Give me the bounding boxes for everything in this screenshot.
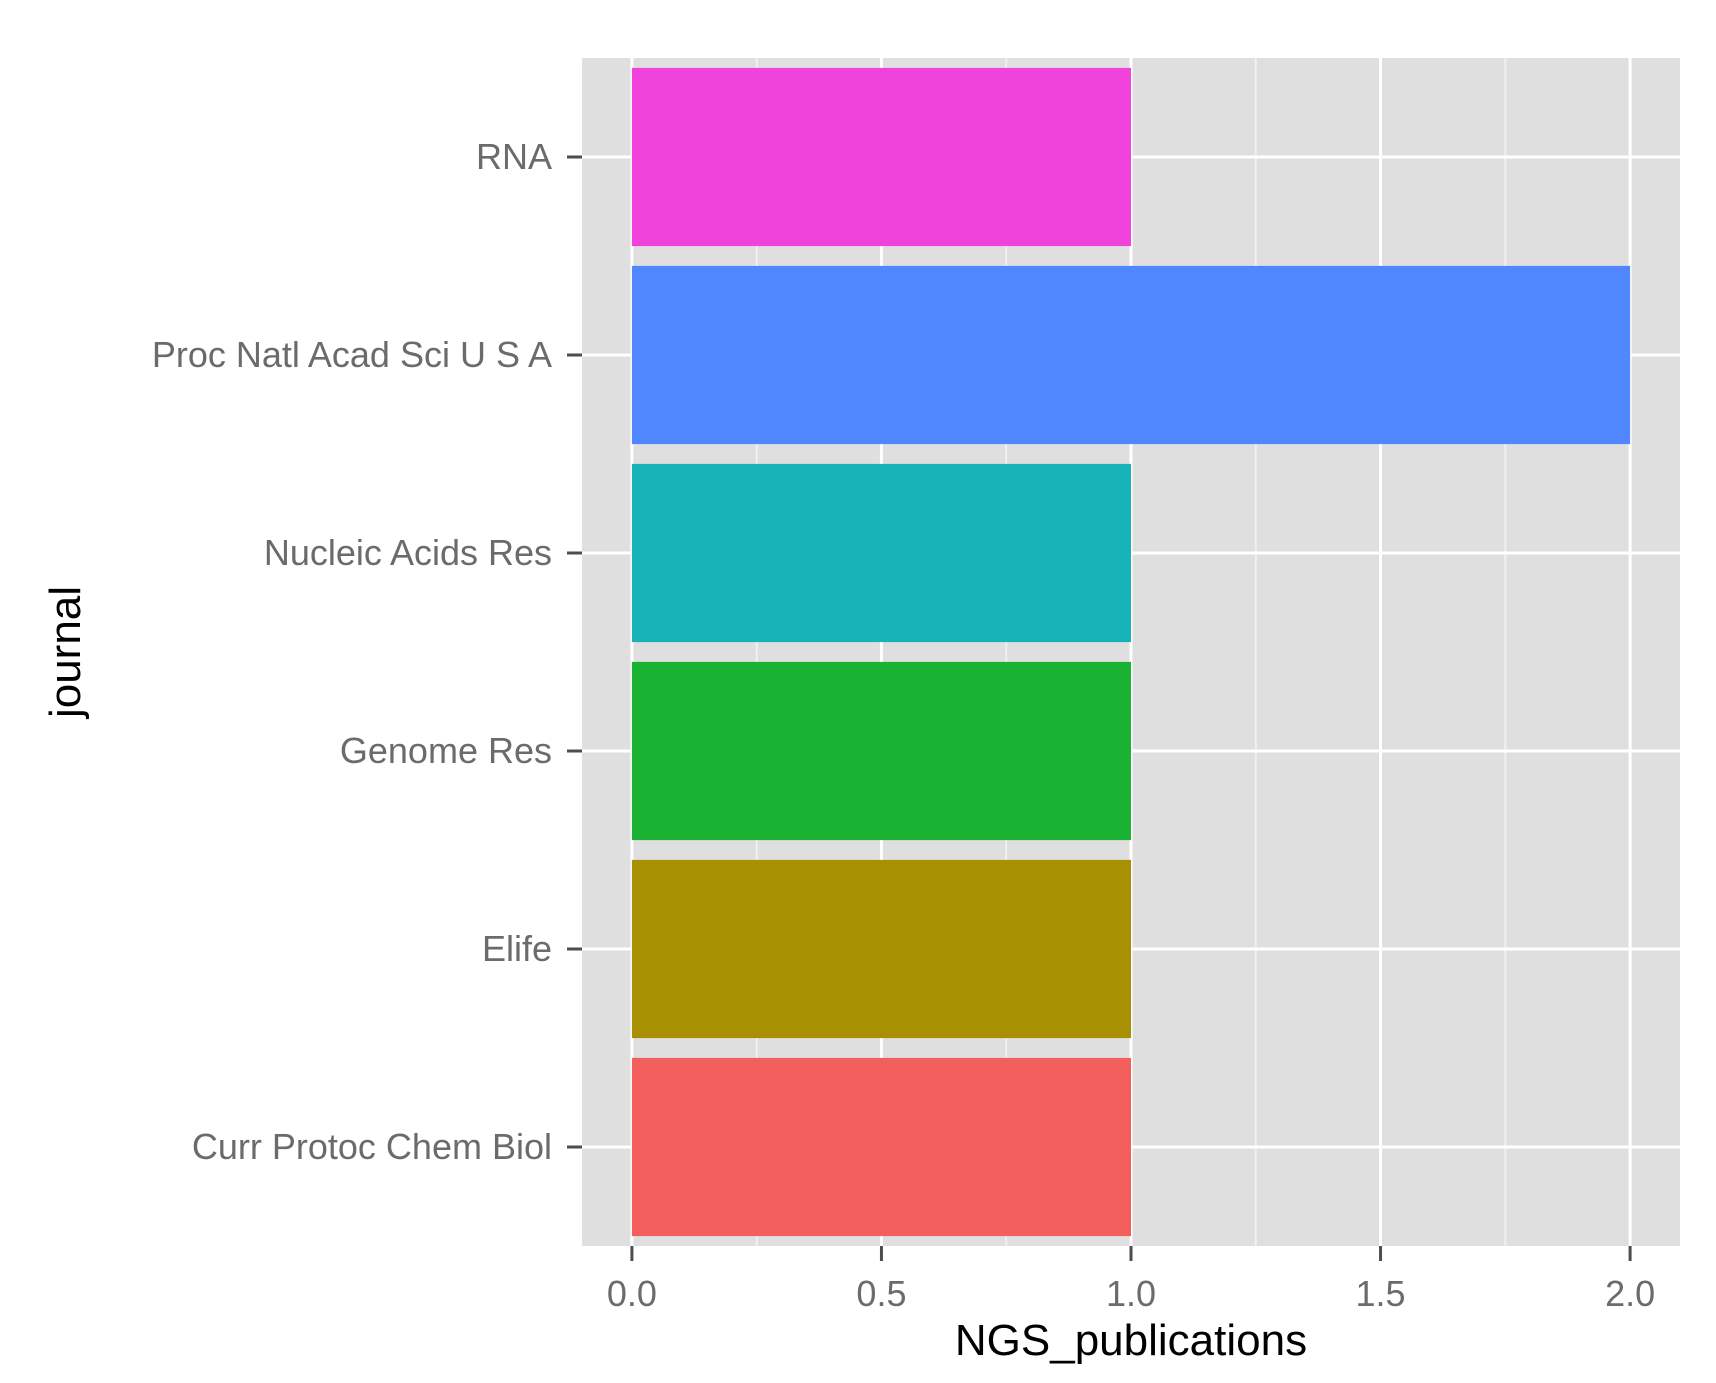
y-tick-label: Proc Natl Acad Sci U S A xyxy=(152,334,552,375)
y-tick-label: Elife xyxy=(482,928,552,969)
x-axis-title: NGS_publications xyxy=(955,1316,1307,1365)
bar-elife xyxy=(631,859,1131,1039)
bar-proc-natl-acad-sci-u-s-a xyxy=(631,265,1631,445)
bar-genome-res xyxy=(631,661,1131,841)
y-tick-label: RNA xyxy=(476,136,552,177)
x-tick-label: 1.5 xyxy=(1356,1273,1406,1314)
y-axis: Curr Protoc Chem Biol Elife Genome Res Nucl… xyxy=(152,136,582,1167)
bar-nucleic-acids-res xyxy=(631,463,1131,643)
x-axis: 0.0 0.5 1.0 1.5 2.0 xyxy=(607,1246,1655,1314)
x-tick-label: 1.0 xyxy=(1106,1273,1156,1314)
y-tick-label: Nucleic Acids Res xyxy=(264,532,552,573)
x-tick-label: 2.0 xyxy=(1605,1273,1655,1314)
minor-gridlines xyxy=(755,58,1507,1246)
y-tick-label: Curr Protoc Chem Biol xyxy=(192,1126,552,1167)
x-tick-label: 0.0 xyxy=(607,1273,657,1314)
bar-rna xyxy=(631,67,1131,247)
bars-group xyxy=(631,67,1631,1237)
bar-curr-protoc-chem-biol xyxy=(631,1057,1131,1237)
x-tick-label: 0.5 xyxy=(856,1273,906,1314)
y-tick-label: Genome Res xyxy=(340,730,552,771)
y-axis-title: journal xyxy=(41,586,90,720)
